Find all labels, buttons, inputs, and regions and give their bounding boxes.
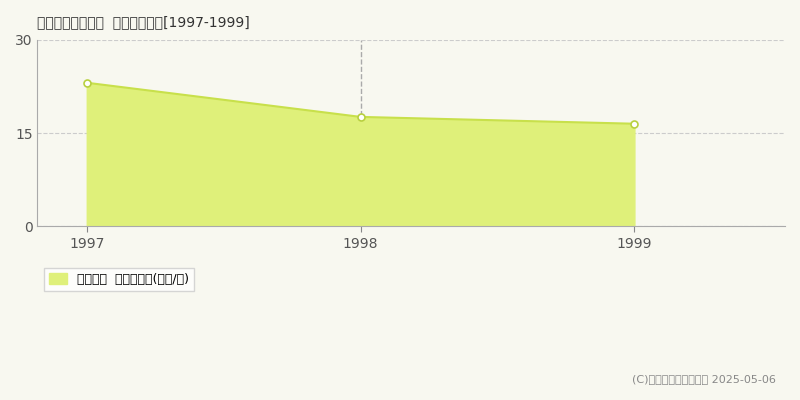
Legend: 基準地価  平均坪単価(万円/坪): 基準地価 平均坪単価(万円/坪)	[44, 268, 194, 291]
Text: (C)土地価格ドットコム 2025-05-06: (C)土地価格ドットコム 2025-05-06	[632, 374, 776, 384]
Point	[628, 120, 641, 127]
Point	[80, 80, 93, 86]
Text: 入間郡越生町大満  基準地価推移[1997-1999]: 入間郡越生町大満 基準地価推移[1997-1999]	[38, 15, 250, 29]
Point	[354, 114, 367, 120]
